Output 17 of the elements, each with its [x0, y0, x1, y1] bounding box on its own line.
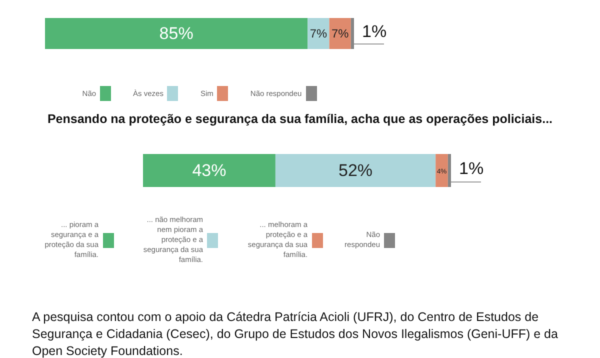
bar: [350, 18, 354, 49]
bar: [436, 154, 448, 187]
data-label: 7%: [332, 26, 350, 41]
text: A pesquisa contou com o apoio da Cátedra Patrícia Acioli (UFRJ), do Centro de Estudos de Segurança e Cidadania (Cesec), do Grupo de Estudos dos Novos Ilegalismos (Geni-UFF) e da Open Society Foundations.: [32, 309, 559, 358]
bar: [45, 18, 308, 49]
bar: [275, 154, 436, 187]
data-label: 1%: [459, 158, 484, 178]
data-label: 1%: [362, 22, 387, 41]
bar: [448, 154, 451, 187]
data-label: 43%: [192, 160, 226, 180]
bar: [143, 154, 276, 187]
chart-title: Pensando na proteção e segurança da sua família, acha que as operações policiais...: [46, 111, 554, 128]
data-label: 52%: [338, 160, 373, 180]
bar: [329, 18, 351, 49]
data-label: 85%: [159, 24, 194, 43]
data-label: 7%: [310, 26, 328, 41]
bar: [308, 18, 330, 49]
